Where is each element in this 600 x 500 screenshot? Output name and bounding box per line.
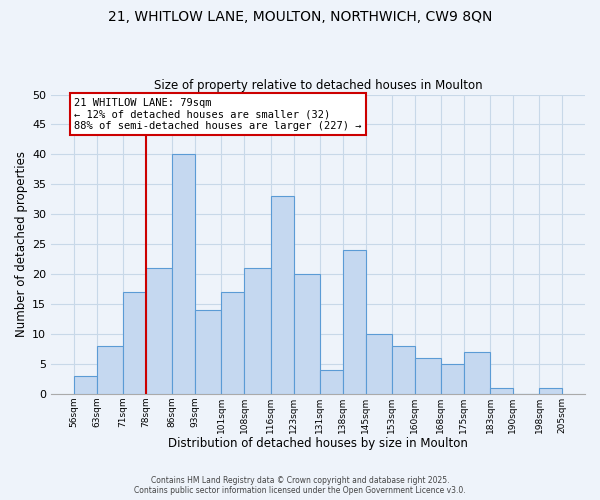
Bar xyxy=(172,154,195,394)
Bar xyxy=(415,358,441,394)
Bar xyxy=(441,364,464,394)
Bar xyxy=(271,196,293,394)
Bar xyxy=(221,292,244,394)
Bar xyxy=(293,274,320,394)
Title: Size of property relative to detached houses in Moulton: Size of property relative to detached ho… xyxy=(154,79,482,92)
Bar xyxy=(195,310,221,394)
Bar xyxy=(123,292,146,394)
Bar xyxy=(490,388,513,394)
Bar xyxy=(244,268,271,394)
Bar xyxy=(97,346,123,394)
Text: 21, WHITLOW LANE, MOULTON, NORTHWICH, CW9 8QN: 21, WHITLOW LANE, MOULTON, NORTHWICH, CW… xyxy=(108,10,492,24)
Bar xyxy=(539,388,562,394)
Text: 21 WHITLOW LANE: 79sqm
← 12% of detached houses are smaller (32)
88% of semi-det: 21 WHITLOW LANE: 79sqm ← 12% of detached… xyxy=(74,98,362,130)
X-axis label: Distribution of detached houses by size in Moulton: Distribution of detached houses by size … xyxy=(168,437,468,450)
Bar xyxy=(320,370,343,394)
Bar xyxy=(392,346,415,394)
Y-axis label: Number of detached properties: Number of detached properties xyxy=(15,151,28,337)
Bar xyxy=(464,352,490,394)
Bar xyxy=(146,268,172,394)
Bar xyxy=(74,376,97,394)
Text: Contains HM Land Registry data © Crown copyright and database right 2025.
Contai: Contains HM Land Registry data © Crown c… xyxy=(134,476,466,495)
Bar xyxy=(365,334,392,394)
Bar xyxy=(343,250,365,394)
